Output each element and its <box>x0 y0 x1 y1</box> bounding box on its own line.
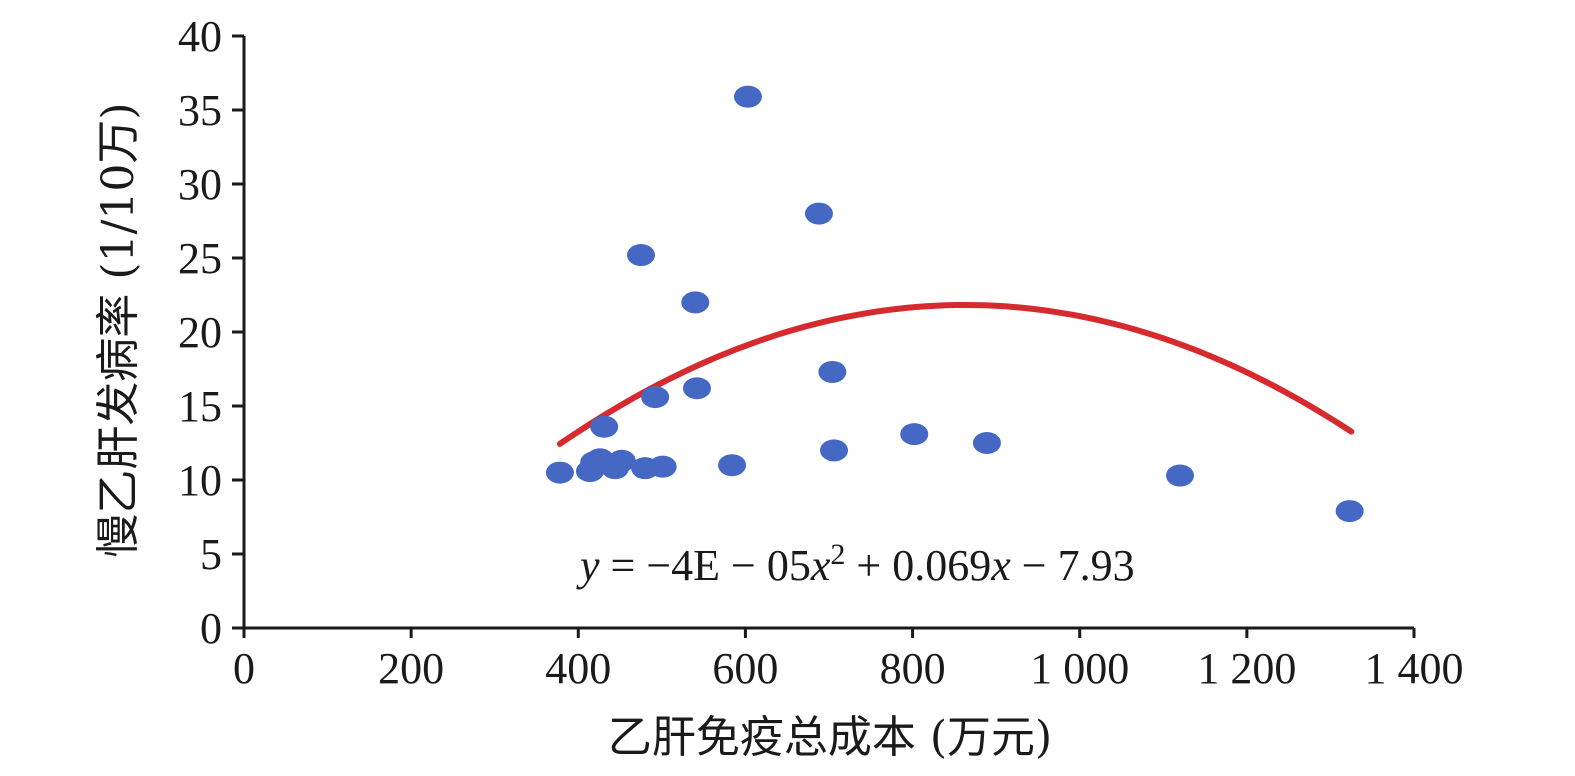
x-tick-label: 200 <box>378 644 444 693</box>
data-point <box>900 423 929 446</box>
trend-curve <box>556 302 1355 447</box>
y-tick-label: 25 <box>178 234 222 283</box>
x-tick-label: 1 400 <box>1365 644 1464 693</box>
data-point <box>545 461 574 484</box>
data-point <box>681 291 710 314</box>
data-point <box>590 415 619 438</box>
y-tick-label: 10 <box>178 456 222 505</box>
data-point <box>820 439 849 462</box>
eq-y: y <box>576 541 600 590</box>
y-tick-label: 35 <box>178 86 222 135</box>
x-tick-label: 800 <box>880 644 946 693</box>
data-point <box>607 449 636 472</box>
data-points <box>545 85 1364 523</box>
y-tick-label: 5 <box>200 530 222 579</box>
eq-coef-c: − 7.93 <box>1011 541 1135 590</box>
data-point <box>641 386 670 409</box>
data-point <box>626 244 655 267</box>
x-axis: 0 200 400 600 800 1 000 1 200 1 400 <box>233 626 1464 693</box>
x-tick-label: 0 <box>233 644 255 693</box>
data-point <box>682 377 711 400</box>
y-tick-label: 30 <box>178 160 222 209</box>
x-axis-title: 乙肝免疫总成本 (万元) <box>608 712 1052 763</box>
data-point <box>1335 500 1364 523</box>
data-point <box>1166 464 1194 487</box>
y-tick-label: 15 <box>178 382 222 431</box>
x-tick-label: 600 <box>712 644 778 693</box>
eq-coef-b: + 0.069 <box>845 541 991 590</box>
data-point <box>818 360 847 383</box>
y-tick-label: 0 <box>200 604 222 653</box>
data-point <box>648 455 677 478</box>
y-tick-label: 40 <box>178 12 222 61</box>
eq-x-squared: x <box>810 541 831 590</box>
trend-equation: y = −4E − 05x2 + 0.069x − 7.93 <box>576 538 1135 590</box>
y-axis-title: 慢乙肝发病率 (1/10万) <box>93 102 144 557</box>
x-tick-label: 400 <box>545 644 611 693</box>
data-point <box>804 202 833 225</box>
data-point <box>733 85 762 108</box>
x-tick-label: 1 200 <box>1197 644 1296 693</box>
y-axis: 0 5 10 15 20 25 30 35 40 <box>178 12 246 653</box>
eq-exponent: 2 <box>830 538 845 571</box>
x-tick-label: 1 000 <box>1030 644 1129 693</box>
eq-x: x <box>990 541 1011 590</box>
y-tick-label: 20 <box>178 308 222 357</box>
data-point <box>718 454 747 477</box>
eq-coef-a: = −4E − 05 <box>600 541 811 590</box>
data-point <box>972 432 1001 454</box>
trendline <box>556 302 1355 447</box>
